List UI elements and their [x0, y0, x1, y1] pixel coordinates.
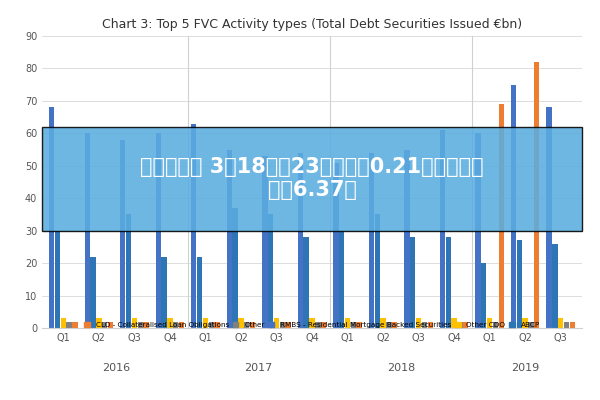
Text: 2018: 2018	[386, 363, 415, 373]
Bar	[440, 130, 445, 328]
Bar	[552, 244, 557, 328]
Bar	[499, 322, 504, 328]
Bar	[499, 104, 504, 328]
Bar	[244, 322, 250, 328]
Bar	[286, 322, 291, 328]
Bar	[161, 257, 167, 328]
Bar	[268, 214, 274, 328]
Bar	[310, 318, 314, 328]
Text: 2019: 2019	[511, 363, 539, 373]
Bar	[274, 318, 279, 328]
Bar	[280, 322, 285, 328]
Bar	[547, 107, 552, 328]
Bar	[392, 322, 397, 328]
Bar	[143, 322, 149, 328]
Bar	[345, 318, 350, 328]
Bar	[416, 318, 421, 328]
Bar	[197, 257, 202, 328]
Bar	[386, 322, 392, 328]
Bar	[49, 107, 55, 328]
FancyBboxPatch shape	[42, 127, 582, 231]
Bar	[511, 85, 516, 328]
Bar	[120, 140, 125, 328]
Bar	[369, 153, 374, 328]
Bar	[339, 231, 344, 328]
Bar	[191, 124, 196, 328]
Bar	[569, 322, 575, 328]
Bar	[534, 62, 539, 328]
Bar	[227, 150, 232, 328]
Bar	[155, 133, 161, 328]
Bar	[404, 150, 410, 328]
Bar	[422, 322, 427, 328]
Legend: CLO - Collateralised Loan Obligations, Other, RMBS - Residential Mortgage Backed: CLO - Collateralised Loan Obligations, O…	[82, 319, 542, 331]
Bar	[262, 156, 268, 328]
Bar	[457, 322, 463, 328]
Bar	[463, 322, 469, 328]
Bar	[72, 322, 77, 328]
Bar	[232, 208, 238, 328]
Bar	[61, 318, 66, 328]
Bar	[493, 322, 498, 328]
Bar	[108, 322, 113, 328]
Bar	[298, 153, 303, 328]
Bar	[203, 318, 208, 328]
Text: 2017: 2017	[245, 363, 273, 373]
Bar	[102, 322, 107, 328]
Bar	[475, 133, 481, 328]
Bar	[534, 322, 539, 328]
Bar	[517, 240, 522, 328]
Bar	[481, 263, 487, 328]
Bar	[558, 318, 563, 328]
Bar	[451, 318, 457, 328]
Bar	[214, 322, 220, 328]
Bar	[564, 322, 569, 328]
Bar	[238, 318, 244, 328]
Bar	[380, 318, 386, 328]
Bar	[131, 318, 137, 328]
Bar	[85, 133, 90, 328]
Bar	[315, 322, 320, 328]
Bar	[96, 318, 101, 328]
Bar	[173, 322, 178, 328]
Bar	[55, 231, 60, 328]
Bar	[126, 214, 131, 328]
Bar	[250, 322, 255, 328]
Bar	[304, 237, 309, 328]
Bar	[350, 322, 356, 328]
Bar	[67, 322, 72, 328]
Bar	[137, 322, 143, 328]
Bar	[446, 237, 451, 328]
Text: 股票票平台 3月18日春23转偸下跌0.21％，转股溢
价率6.37％: 股票票平台 3月18日春23转偸下跌0.21％，转股溢 价率6.37％	[140, 157, 484, 200]
Bar	[321, 322, 326, 328]
Bar	[167, 318, 173, 328]
Bar	[374, 214, 380, 328]
Bar	[356, 322, 362, 328]
Bar	[410, 237, 415, 328]
Bar	[91, 257, 95, 328]
Bar	[179, 322, 184, 328]
Bar	[428, 322, 433, 328]
Title: Chart 3: Top 5 FVC Activity types (Total Debt Securities Issued €bn): Chart 3: Top 5 FVC Activity types (Total…	[102, 18, 522, 31]
Bar	[487, 318, 493, 328]
Bar	[529, 322, 533, 328]
Bar	[523, 318, 528, 328]
Bar	[209, 322, 214, 328]
Text: 2016: 2016	[103, 363, 131, 373]
Bar	[333, 162, 338, 328]
